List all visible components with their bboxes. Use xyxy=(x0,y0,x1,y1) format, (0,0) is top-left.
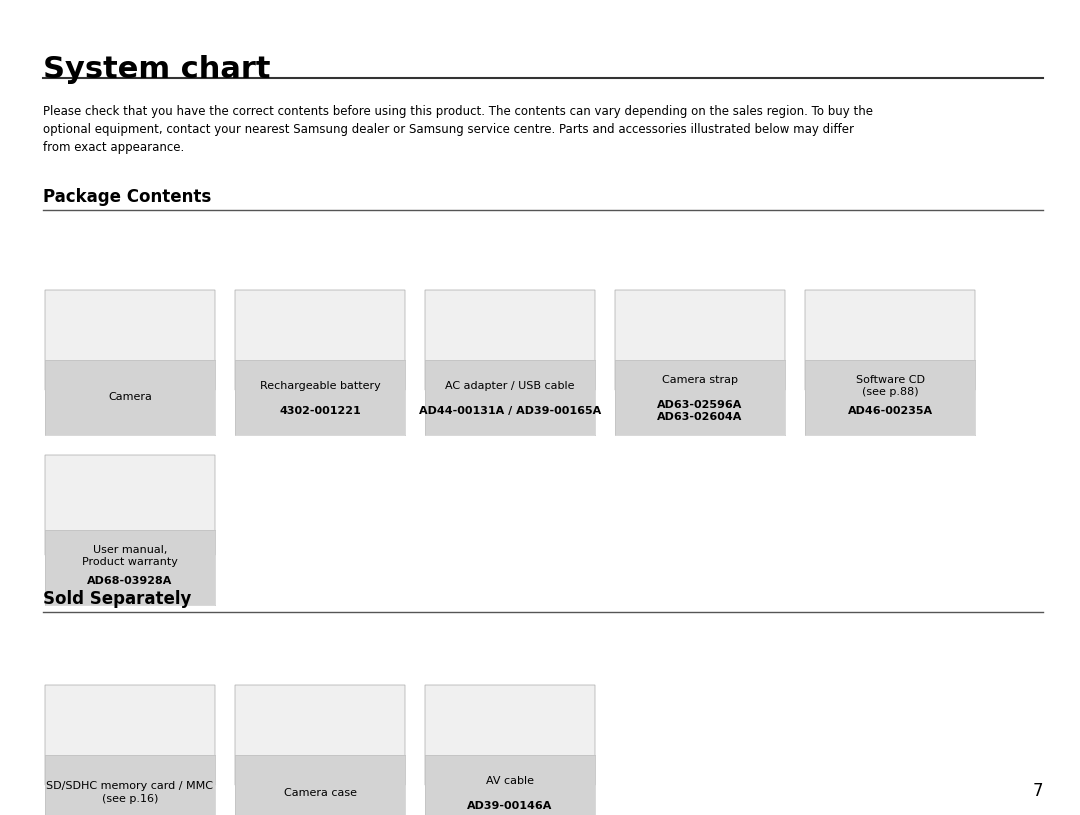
Text: Camera case: Camera case xyxy=(283,787,356,798)
Text: 7: 7 xyxy=(1032,782,1043,800)
Bar xyxy=(235,755,405,815)
FancyBboxPatch shape xyxy=(45,290,215,390)
Text: User manual,
Product warranty: User manual, Product warranty xyxy=(82,545,178,567)
Bar xyxy=(45,360,215,435)
Bar xyxy=(805,360,975,435)
Bar xyxy=(235,360,405,435)
Text: from exact appearance.: from exact appearance. xyxy=(43,141,185,154)
Text: AD46-00235A: AD46-00235A xyxy=(848,406,932,416)
Text: AC adapter / USB cable: AC adapter / USB cable xyxy=(445,381,575,391)
Text: AD63-02596A
AD63-02604A: AD63-02596A AD63-02604A xyxy=(658,400,743,422)
Text: AD44-00131A / AD39-00165A: AD44-00131A / AD39-00165A xyxy=(419,406,602,416)
FancyBboxPatch shape xyxy=(615,290,785,390)
FancyBboxPatch shape xyxy=(805,290,975,390)
Text: Software CD
(see p.88): Software CD (see p.88) xyxy=(855,375,924,398)
Text: Package Contents: Package Contents xyxy=(43,188,212,206)
Text: optional equipment, contact your nearest Samsung dealer or Samsung service centr: optional equipment, contact your nearest… xyxy=(43,123,854,136)
FancyBboxPatch shape xyxy=(235,290,405,390)
Bar xyxy=(45,755,215,815)
Text: AV cable: AV cable xyxy=(486,776,534,786)
Text: Sold Separately: Sold Separately xyxy=(43,590,191,608)
Text: Camera strap: Camera strap xyxy=(662,375,738,398)
FancyBboxPatch shape xyxy=(426,685,595,785)
Text: AD39-00146A: AD39-00146A xyxy=(468,801,553,811)
Bar xyxy=(615,360,785,435)
Text: Rechargeable battery: Rechargeable battery xyxy=(259,381,380,391)
Text: SD/SDHC memory card / MMC
(see p.16): SD/SDHC memory card / MMC (see p.16) xyxy=(46,782,214,804)
Text: System chart: System chart xyxy=(43,55,270,84)
Bar xyxy=(426,360,595,435)
FancyBboxPatch shape xyxy=(235,685,405,785)
Bar xyxy=(45,530,215,605)
FancyBboxPatch shape xyxy=(45,455,215,555)
Text: 4302-001221: 4302-001221 xyxy=(279,406,361,416)
FancyBboxPatch shape xyxy=(426,290,595,390)
Text: Camera: Camera xyxy=(108,393,152,403)
Text: Please check that you have the correct contents before using this product. The c: Please check that you have the correct c… xyxy=(43,105,873,118)
Bar xyxy=(426,755,595,815)
FancyBboxPatch shape xyxy=(45,685,215,785)
Text: AD68-03928A: AD68-03928A xyxy=(87,576,173,586)
